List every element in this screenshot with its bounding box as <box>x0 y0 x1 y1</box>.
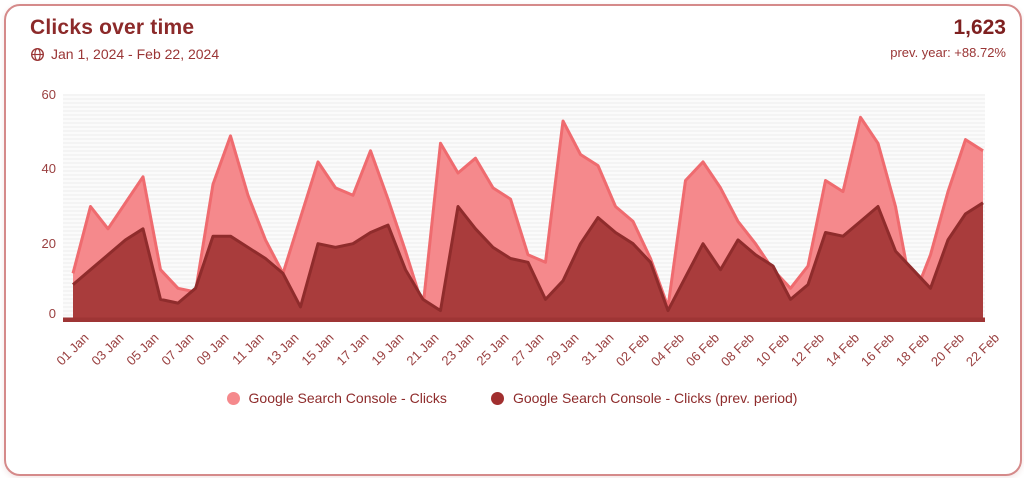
y-tick-label: 60 <box>41 87 56 102</box>
chart-legend: Google Search Console - Clicks Google Sea… <box>0 390 1024 406</box>
legend-item-1[interactable]: Google Search Console - Clicks (prev. pe… <box>490 390 798 406</box>
plot-background <box>63 94 985 318</box>
date-range: Jan 1, 2024 - Feb 22, 2024 <box>30 46 1006 62</box>
kpi-block: 1,623 prev. year: +88.72% <box>890 16 1006 60</box>
total-clicks-value: 1,623 <box>953 16 1006 39</box>
y-tick-label: 20 <box>41 235 56 251</box>
page-title: Clicks over time <box>30 16 195 39</box>
card-header: Clicks over time Jan 1, 2024 - Feb 22, 2… <box>30 16 1006 62</box>
legend-dot-icon <box>226 391 240 405</box>
y-tick-label: 0 <box>48 306 56 321</box>
legend-item-0[interactable]: Google Search Console - Clicks <box>226 390 447 406</box>
globe-icon <box>31 47 44 61</box>
date-range-label: Jan 1, 2024 - Feb 22, 2024 <box>51 46 220 62</box>
y-tick-label: 40 <box>41 161 56 177</box>
prev-year-delta: prev. year: +88.72% <box>890 45 1006 60</box>
legend-label: Google Search Console - Clicks (prev. pe… <box>512 390 798 406</box>
legend-dot-icon <box>490 391 504 405</box>
legend-label: Google Search Console - Clicks <box>248 390 447 406</box>
